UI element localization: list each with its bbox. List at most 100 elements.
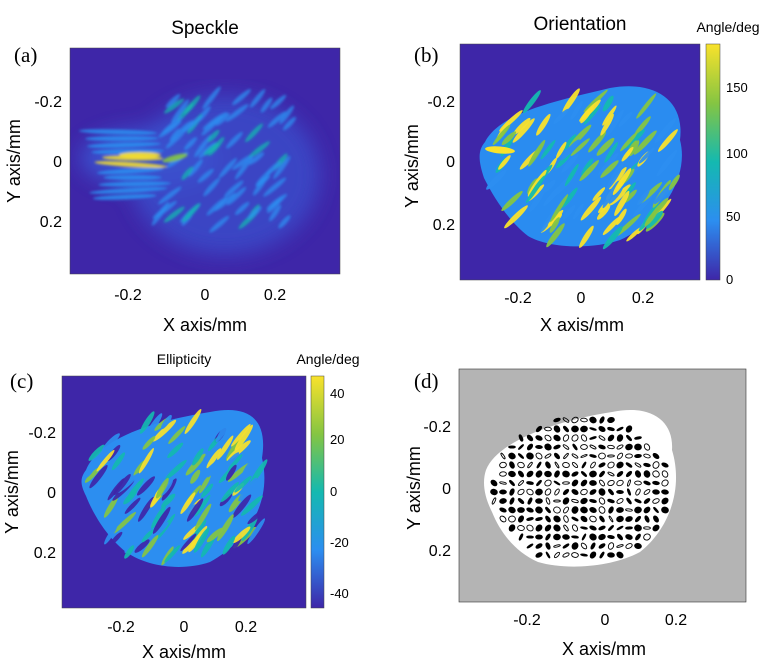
polarization-ellipse bbox=[607, 454, 615, 458]
ellipticity-streak bbox=[141, 534, 159, 558]
panel-d-letter: (d) bbox=[414, 369, 439, 393]
panel-d-xtick: 0.2 bbox=[665, 612, 687, 629]
ellipticity-streak bbox=[234, 475, 252, 493]
polarization-ellipse bbox=[562, 417, 570, 423]
panel-c-colorbar-tick: 0 bbox=[330, 484, 337, 499]
polarization-ellipse bbox=[526, 543, 534, 549]
orientation-streak bbox=[615, 213, 641, 237]
panel-b-ytick: -0.2 bbox=[427, 94, 455, 111]
speckle-streak bbox=[273, 156, 291, 179]
polarization-ellipse bbox=[499, 461, 507, 469]
polarization-ellipse bbox=[554, 461, 560, 469]
ellipticity-streak bbox=[102, 433, 120, 451]
speckle-streak bbox=[184, 137, 198, 151]
polarization-ellipse bbox=[590, 542, 596, 550]
polarization-ellipse bbox=[544, 470, 552, 478]
ellipticity-streak bbox=[215, 415, 234, 443]
ellipticity-streak bbox=[225, 464, 237, 481]
panel-c-colorbar-tick: 40 bbox=[330, 386, 344, 401]
polarization-ellipse bbox=[544, 453, 552, 459]
polarization-ellipse bbox=[545, 506, 551, 514]
polarization-ellipse bbox=[491, 497, 497, 505]
polarization-ellipse bbox=[562, 488, 570, 496]
polarization-ellipse bbox=[607, 426, 615, 432]
panel-b-xtick: 0.2 bbox=[632, 290, 654, 307]
polarization-ellipse bbox=[625, 534, 633, 540]
polarization-ellipse bbox=[625, 508, 633, 512]
polarization-ellipse bbox=[571, 453, 579, 459]
polarization-ellipse bbox=[553, 499, 561, 503]
orientation-streak bbox=[598, 152, 619, 175]
polarization-ellipse bbox=[616, 426, 624, 432]
polarization-ellipse bbox=[625, 526, 633, 530]
panel-a-letter: (a) bbox=[14, 43, 37, 67]
ellipticity-streak bbox=[168, 426, 186, 444]
ellipticity-streak bbox=[188, 525, 208, 553]
speckle-streak bbox=[97, 167, 164, 175]
speckle-streak bbox=[247, 206, 262, 220]
polarization-ellipse bbox=[508, 506, 516, 514]
speckle-streak bbox=[218, 158, 237, 178]
polarization-ellipse bbox=[652, 452, 660, 460]
polarization-ellipse bbox=[509, 479, 515, 487]
polarization-ellipse bbox=[544, 443, 552, 451]
polarization-ellipse bbox=[562, 434, 570, 442]
polarization-ellipse bbox=[535, 445, 543, 449]
polarization-ellipse bbox=[616, 507, 624, 513]
orientation-streak bbox=[581, 158, 594, 176]
speckle-streak bbox=[248, 141, 270, 158]
polarization-ellipse bbox=[598, 533, 606, 541]
polarization-ellipse bbox=[581, 461, 587, 469]
polarization-ellipse bbox=[608, 525, 614, 531]
panel-c-ytick: 0.2 bbox=[34, 545, 56, 562]
ellipticity-streak bbox=[148, 522, 169, 541]
polarization-ellipse bbox=[535, 524, 543, 532]
orientation-streak bbox=[553, 108, 569, 125]
polarization-ellipse bbox=[580, 454, 588, 458]
speckle-streak bbox=[234, 155, 254, 180]
polarization-ellipse bbox=[589, 436, 597, 440]
orientation-streak bbox=[543, 183, 564, 207]
polarization-ellipse bbox=[616, 490, 624, 494]
polarization-ellipse bbox=[599, 416, 605, 424]
orientation-streak bbox=[512, 118, 535, 143]
polarization-ellipse bbox=[589, 489, 597, 495]
polarization-ellipse bbox=[580, 425, 588, 433]
polarization-ellipse bbox=[598, 479, 606, 487]
polarization-ellipse bbox=[616, 461, 624, 469]
polarization-ellipse bbox=[580, 526, 588, 530]
polarization-ellipse bbox=[571, 479, 579, 487]
speckle-streak bbox=[255, 175, 271, 187]
polarization-ellipse bbox=[562, 534, 570, 540]
orientation-streak bbox=[592, 187, 606, 201]
ellipticity-streak bbox=[164, 545, 181, 563]
polarization-ellipse bbox=[607, 479, 615, 487]
polarization-ellipse bbox=[644, 515, 650, 523]
polarization-ellipse bbox=[634, 462, 642, 468]
speckle-streak bbox=[263, 177, 287, 197]
ellipticity-streak bbox=[201, 483, 214, 498]
polarization-ellipse bbox=[616, 544, 624, 548]
polarization-ellipse bbox=[634, 542, 642, 550]
ellipticity-streak bbox=[230, 423, 251, 447]
polarization-ellipse bbox=[634, 480, 642, 486]
polarization-ellipse bbox=[607, 461, 615, 469]
orientation-streak bbox=[646, 210, 664, 229]
ellipticity-streak bbox=[103, 495, 119, 518]
panel-b-letter: (b) bbox=[414, 43, 439, 67]
ellipticity-streak bbox=[203, 444, 221, 460]
polarization-ellipse bbox=[580, 515, 588, 523]
polarization-ellipse bbox=[563, 425, 569, 433]
ellipticity-streak bbox=[112, 511, 137, 534]
speckle-streak bbox=[158, 186, 182, 205]
polarization-ellipse bbox=[499, 498, 507, 504]
orientation-streak bbox=[504, 205, 528, 229]
polarization-ellipse bbox=[490, 479, 498, 487]
polarization-ellipse bbox=[607, 471, 615, 477]
polarization-ellipse bbox=[652, 461, 660, 469]
ellipticity-streak bbox=[141, 529, 154, 543]
polarization-ellipse bbox=[554, 488, 560, 496]
panel-b-colorbar-tick: 0 bbox=[726, 272, 733, 287]
orientation-streak bbox=[600, 113, 614, 136]
polarization-ellipse bbox=[635, 533, 641, 541]
